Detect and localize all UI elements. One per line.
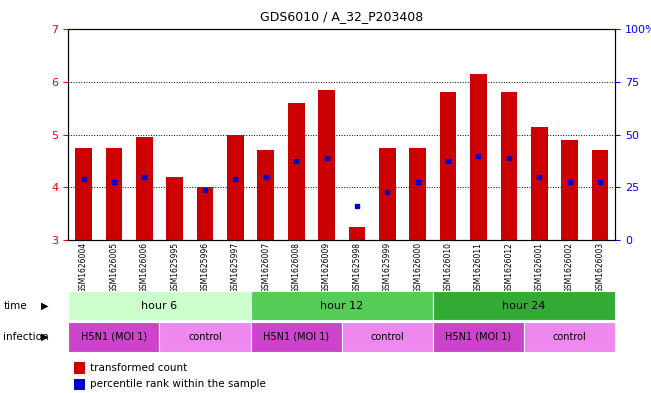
Text: GSM1625995: GSM1625995 — [170, 242, 179, 293]
Text: ▶: ▶ — [40, 332, 48, 342]
Text: GSM1626008: GSM1626008 — [292, 242, 301, 293]
Text: GSM1626004: GSM1626004 — [79, 242, 88, 293]
Bar — [501, 92, 517, 240]
Text: GSM1626007: GSM1626007 — [261, 242, 270, 293]
Bar — [409, 148, 426, 240]
Bar — [561, 140, 578, 240]
Bar — [470, 74, 487, 240]
Bar — [136, 137, 152, 240]
Bar — [288, 103, 305, 240]
Text: GSM1625999: GSM1625999 — [383, 242, 392, 293]
Text: GSM1626005: GSM1626005 — [109, 242, 118, 293]
Bar — [379, 148, 396, 240]
Bar — [439, 92, 456, 240]
Bar — [531, 127, 547, 240]
Bar — [68, 322, 159, 352]
Text: GSM1626012: GSM1626012 — [505, 242, 514, 293]
Text: percentile rank within the sample: percentile rank within the sample — [90, 379, 266, 389]
Text: GSM1625997: GSM1625997 — [231, 242, 240, 293]
Text: control: control — [553, 332, 587, 342]
Bar — [74, 379, 85, 390]
Bar — [433, 291, 615, 320]
Bar — [251, 291, 433, 320]
Bar — [524, 322, 615, 352]
Text: GSM1626000: GSM1626000 — [413, 242, 422, 293]
Text: GSM1626011: GSM1626011 — [474, 242, 483, 293]
Text: GSM1626010: GSM1626010 — [443, 242, 452, 293]
Bar — [227, 134, 243, 240]
Text: GSM1626003: GSM1626003 — [596, 242, 605, 293]
Bar — [159, 322, 251, 352]
Bar — [74, 362, 85, 374]
Bar — [318, 90, 335, 240]
Bar — [257, 151, 274, 240]
Bar — [592, 151, 608, 240]
Text: hour 24: hour 24 — [503, 301, 546, 310]
Bar — [166, 176, 183, 240]
Bar — [68, 291, 251, 320]
Text: GSM1625996: GSM1625996 — [201, 242, 210, 293]
Text: H5N1 (MOI 1): H5N1 (MOI 1) — [445, 332, 512, 342]
Text: control: control — [188, 332, 222, 342]
Text: ▶: ▶ — [40, 301, 48, 311]
Text: transformed count: transformed count — [90, 363, 187, 373]
Bar — [76, 148, 92, 240]
Bar — [342, 322, 433, 352]
Text: control: control — [370, 332, 404, 342]
Text: time: time — [3, 301, 27, 311]
Text: hour 12: hour 12 — [320, 301, 363, 310]
Text: GSM1626001: GSM1626001 — [534, 242, 544, 293]
Text: GSM1626009: GSM1626009 — [322, 242, 331, 293]
Text: H5N1 (MOI 1): H5N1 (MOI 1) — [263, 332, 329, 342]
Text: H5N1 (MOI 1): H5N1 (MOI 1) — [81, 332, 147, 342]
Text: infection: infection — [3, 332, 49, 342]
Text: GSM1626002: GSM1626002 — [565, 242, 574, 293]
Text: GSM1625998: GSM1625998 — [352, 242, 361, 293]
Bar — [105, 148, 122, 240]
Text: GDS6010 / A_32_P203408: GDS6010 / A_32_P203408 — [260, 10, 423, 23]
Bar — [348, 227, 365, 240]
Text: GSM1626006: GSM1626006 — [140, 242, 149, 293]
Bar — [433, 322, 524, 352]
Text: hour 6: hour 6 — [141, 301, 178, 310]
Bar — [251, 322, 342, 352]
Bar — [197, 187, 214, 240]
